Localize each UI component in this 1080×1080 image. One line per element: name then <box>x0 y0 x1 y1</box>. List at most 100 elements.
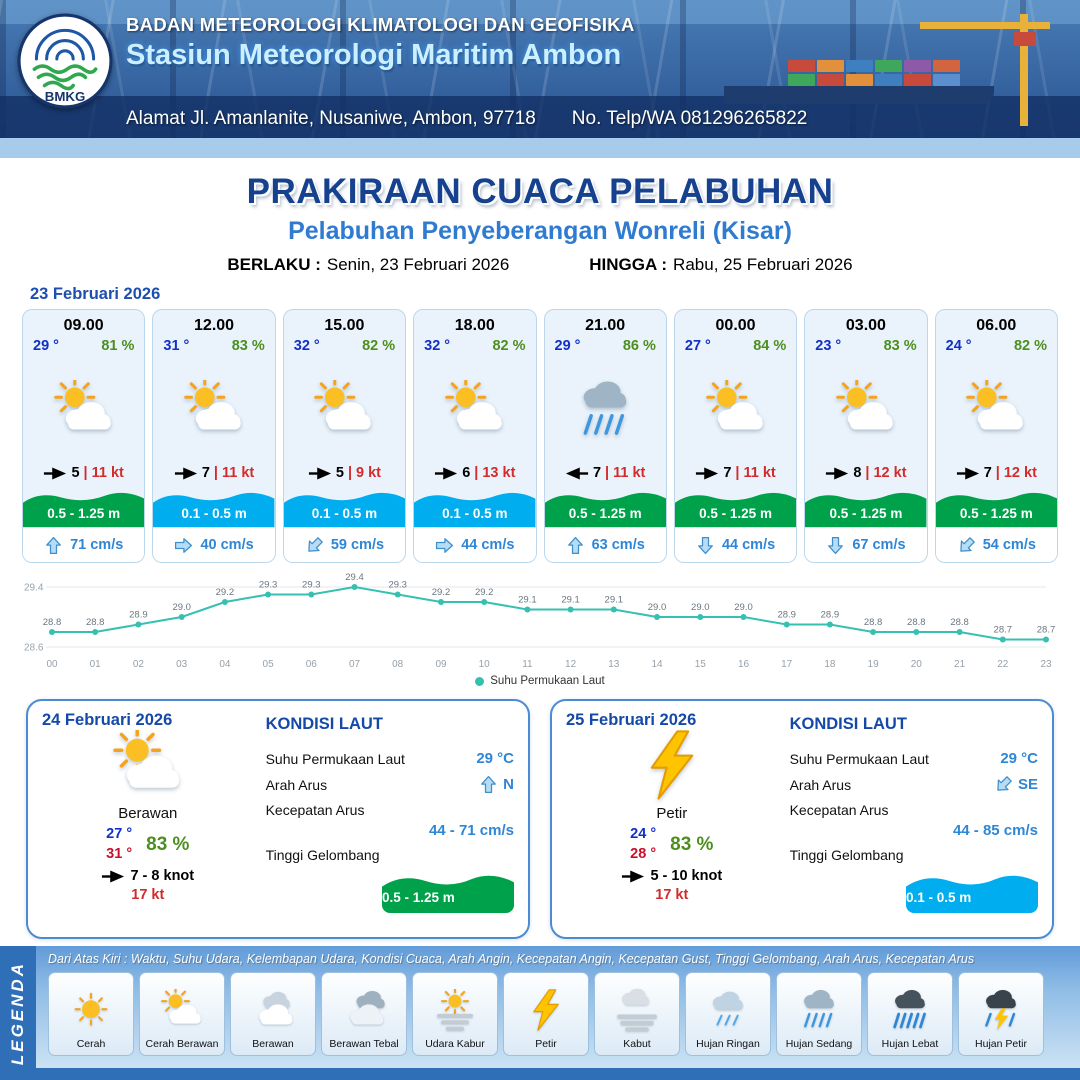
air-temperature: 32 ° <box>424 338 451 354</box>
svg-text:06: 06 <box>306 659 318 670</box>
svg-text:02: 02 <box>133 659 145 670</box>
wave-shape <box>935 492 1057 527</box>
svg-text:11: 11 <box>522 659 533 670</box>
current-direction-icon <box>826 536 845 555</box>
current-direction-value: SE <box>1017 776 1038 793</box>
forecast-time: 06.00 <box>976 317 1017 334</box>
weather-icon <box>23 354 144 465</box>
cerah-icon <box>64 989 118 1036</box>
current-speed: 44 cm/s <box>721 537 776 553</box>
humidity: 82 % <box>1013 338 1047 354</box>
petir-icon <box>519 989 573 1036</box>
wave-height: 0.5 - 1.25 m <box>568 506 642 521</box>
wave-height-badge: 0.1 - 0.5 m <box>283 487 406 527</box>
berawan-tebal-icon <box>337 989 391 1036</box>
svg-text:29.2: 29.2 <box>432 587 451 598</box>
bmkg-logo-text: BMKG <box>45 89 86 104</box>
header-sea-illustration <box>0 0 1080 24</box>
wind-direction-icon <box>565 467 589 480</box>
forecast-time: 15.00 <box>324 317 365 334</box>
valid-from-label: BERLAKU : <box>227 255 321 274</box>
current-speed-value: 44 - 71 cm/s <box>428 822 514 839</box>
sst-line-chart: 29.4 28.6 28.8 00 28.8 01 28.9 02 29.0 03 29.2 04 29… <box>24 572 1055 670</box>
temp-max: 28 ° <box>630 845 657 862</box>
air-temperature: 29 ° <box>33 338 59 354</box>
forecast-card: 15.00 32 ° 82 % 5 | 9 kt 0.1 - 0.5 m 59 cm… <box>282 309 407 563</box>
wind-gust: | 11 kt <box>735 465 776 481</box>
legend-side-band: LEGENDA <box>0 946 36 1080</box>
svg-text:21: 21 <box>954 659 966 670</box>
wave-height-badge: 0.5 - 1.25 m <box>805 487 927 527</box>
legend-section: LEGENDA Dari Atas Kiri : Waktu, Suhu Uda… <box>0 946 1080 1080</box>
svg-text:29.4: 29.4 <box>345 572 364 583</box>
wave-height-badge: 0.5 - 1.25 m <box>544 487 666 527</box>
station-contact: No. Telp/WA 081296265822 <box>571 108 808 129</box>
current-speed-value: 44 - 85 cm/s <box>952 822 1038 839</box>
weather-condition: Berawan <box>118 805 178 822</box>
chart-legend: Suhu Permukaan Laut <box>0 675 1080 687</box>
svg-text:28.8: 28.8 <box>907 617 926 628</box>
weather-icon <box>936 354 1057 465</box>
legend-title: LEGENDA <box>8 960 27 1066</box>
air-temperature: 31 ° <box>163 338 190 354</box>
air-temperature: 27 ° <box>684 338 711 354</box>
current-speed-label: Kecepatan Arus <box>265 802 365 818</box>
agency-name: BADAN METEOROLOGI KLIMATOLOGI DAN GEOFIS… <box>126 14 635 35</box>
svg-text:29.0: 29.0 <box>172 602 191 613</box>
legend-item: Cerah <box>48 972 134 1056</box>
svg-text:20: 20 <box>911 659 923 670</box>
wave-height-badge: 0.1 - 0.5 m <box>414 487 536 527</box>
wave-height-label: Tinggi Gelombang <box>265 847 380 863</box>
wave-height: 0.1 - 0.5 m <box>442 506 508 521</box>
current-direction-label: Arah Arus <box>789 776 852 793</box>
wave-height: 0.1 - 0.5 m <box>181 506 247 521</box>
terminal-floor-illustration <box>0 138 1080 158</box>
svg-text:28.8: 28.8 <box>43 617 62 628</box>
forecast-card: 06.00 24 ° 82 % 7 | 12 kt 0.5 - 1.25 m 54 … <box>934 309 1058 563</box>
forecast-cards-row: 09.00 29 ° 81 % 5 | 11 kt 0.5 - 1.25 m 71 … <box>0 309 1080 563</box>
current-direction-icon <box>435 536 454 555</box>
wind-gust: | 9 kt <box>347 465 382 481</box>
weather-icon <box>100 726 196 805</box>
station-name: Stasiun Meteorologi Maritim Ambon <box>126 39 622 71</box>
humidity: 83 % <box>146 833 190 855</box>
svg-text:17: 17 <box>781 659 793 670</box>
wind-gust: 17 kt <box>655 887 689 904</box>
humidity: 82 % <box>362 338 396 354</box>
humidity: 86 % <box>622 338 656 354</box>
wind-gust: 17 kt <box>131 887 165 904</box>
berawan-icon <box>246 989 300 1036</box>
forecast-card: 18.00 32 ° 82 % 6 | 13 kt 0.1 - 0.5 m 44 c… <box>413 309 537 563</box>
svg-text:29.0: 29.0 <box>648 602 667 613</box>
current-direction-icon <box>994 775 1013 794</box>
legend-item: Hujan Lebat <box>867 972 953 1056</box>
svg-text:29.1: 29.1 <box>561 595 580 606</box>
air-temperature: 23 ° <box>815 338 842 354</box>
wave-height-badge: 0.5 - 1.25 m <box>23 487 145 527</box>
outlook-date: 24 Februari 2026 <box>42 711 173 729</box>
svg-text:28.9: 28.9 <box>129 610 148 621</box>
wave-shape <box>414 492 536 527</box>
udara-kabur-icon <box>428 987 482 1036</box>
weather-icon <box>284 354 405 465</box>
current-speed: 59 cm/s <box>330 537 385 553</box>
ship-hull-illustration <box>724 86 994 104</box>
current-direction-icon <box>174 536 193 555</box>
current-speed: 67 cm/s <box>852 537 906 553</box>
svg-text:29.3: 29.3 <box>259 580 278 591</box>
wind-speed: 7 - 8 knot <box>130 868 195 885</box>
legend-item: Kabut <box>594 972 680 1056</box>
current-speed: 44 cm/s <box>461 537 515 553</box>
sst-value: 29 °C <box>1000 750 1038 767</box>
legend-items-row: Cerah Cerah Berawan Berawan Berawan Teba… <box>0 966 1080 1056</box>
current-direction-icon <box>44 536 63 555</box>
svg-text:07: 07 <box>349 659 361 670</box>
daily-outlook-row: 24 Februari 2026 Berawan 27 ° 31 ° 83 % 7… <box>0 699 1080 939</box>
wind-speed: 7 <box>723 465 732 481</box>
current-direction-icon <box>305 536 324 555</box>
weather-icon <box>545 354 666 465</box>
sst-label: Suhu Permukaan Laut <box>265 750 405 767</box>
weather-icon <box>805 354 926 465</box>
wind-gust: | 13 kt <box>474 465 516 481</box>
wave-height: 0.5 - 1.25 m <box>959 506 1033 521</box>
